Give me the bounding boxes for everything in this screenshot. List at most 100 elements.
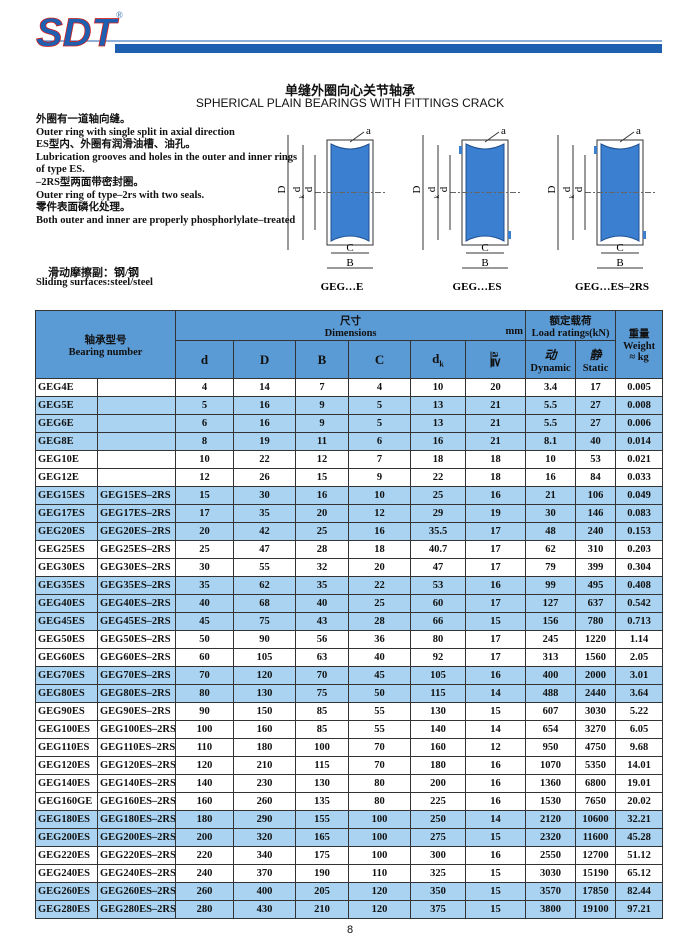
- value-cell: 82.44: [615, 882, 664, 901]
- value-cell: 290: [233, 810, 297, 829]
- value-cell: 28: [295, 540, 350, 559]
- value-cell: 1560: [575, 648, 617, 667]
- table-row: GEG160GE GEG160ES–2RS 160 260 135 80 225 16 1530…: [35, 792, 664, 811]
- value-cell: 140: [410, 720, 467, 739]
- value-cell: 3030: [575, 702, 617, 721]
- table-row: GEG12E 12 26 15 9 22 18 16 84 0.033: [35, 468, 664, 487]
- value-cell: 0.713: [615, 612, 664, 631]
- load-header: 额定载荷 Load ratings(kN): [525, 310, 617, 341]
- value-cell: 180: [410, 756, 467, 775]
- model-cell: GEG200ES–2RS: [96, 828, 177, 847]
- value-cell: 17: [465, 648, 527, 667]
- seal: [459, 146, 462, 154]
- col-d: d: [175, 340, 235, 379]
- model-cell: GEG60ES–2RS: [96, 648, 177, 667]
- col-D: D: [233, 340, 297, 379]
- dim-label-D: D: [546, 185, 558, 193]
- value-cell: 1.14: [615, 630, 664, 649]
- table-row: GEG60ES GEG60ES–2RS 60 105 63 40 92 17 313 1560 2.…: [35, 648, 664, 667]
- value-cell: 15: [465, 612, 527, 631]
- value-cell: 0.008: [615, 396, 664, 415]
- model-cell: GEG6E: [35, 414, 98, 433]
- table-row: GEG240ES GEG240ES–2RS 240 370 190 110 325 15 303…: [35, 864, 664, 883]
- value-cell: 10: [348, 486, 412, 505]
- description-line: Both outer and inner are properly phosph…: [36, 214, 296, 226]
- value-cell: 80: [348, 774, 412, 793]
- value-cell: 240: [575, 522, 617, 541]
- value-cell: 30: [175, 558, 235, 577]
- value-cell: 55: [348, 720, 412, 739]
- value-cell: 1530: [525, 792, 577, 811]
- value-cell: 370: [233, 864, 297, 883]
- value-cell: 127: [525, 594, 577, 613]
- table-row: GEG200ES GEG200ES–2RS 200 320 165 100 275 15 232…: [35, 828, 664, 847]
- value-cell: 50: [348, 684, 412, 703]
- value-cell: 9: [295, 396, 350, 415]
- value-cell: 120: [348, 882, 412, 901]
- seal: [594, 146, 597, 154]
- dim-label-d: d: [438, 186, 450, 192]
- col-C: C: [348, 340, 412, 379]
- value-cell: 3800: [525, 900, 577, 919]
- dynamic-en: Dynamic: [530, 362, 571, 374]
- model-cell: GEG180ES: [35, 810, 98, 829]
- model-cell: GEG240ES: [35, 864, 98, 883]
- value-cell: 105: [410, 666, 467, 685]
- dim-label-D: D: [276, 185, 288, 193]
- value-cell: 30: [233, 486, 297, 505]
- value-cell: 68: [233, 594, 297, 613]
- value-cell: 5.5: [525, 396, 577, 415]
- dk-sub: k: [439, 359, 444, 369]
- value-cell: 16: [348, 522, 412, 541]
- value-cell: 210: [233, 756, 297, 775]
- model-cell: GEG10E: [35, 450, 98, 469]
- model-cell: GEG40ES: [35, 594, 98, 613]
- value-cell: 5: [348, 396, 412, 415]
- bearing-en: Bearing number: [68, 346, 143, 358]
- value-cell: 45: [348, 666, 412, 685]
- value-cell: 35: [233, 504, 297, 523]
- value-cell: 80: [348, 792, 412, 811]
- value-cell: 2320: [525, 828, 577, 847]
- value-cell: 9: [295, 414, 350, 433]
- value-cell: 17: [575, 378, 617, 397]
- value-cell: 375: [410, 900, 467, 919]
- value-cell: 17: [465, 522, 527, 541]
- value-cell: 130: [410, 702, 467, 721]
- value-cell: 3570: [525, 882, 577, 901]
- value-cell: 120: [348, 900, 412, 919]
- table-row: GEG8E 8 19 11 6 16 21 8.1 40 0.014: [35, 432, 664, 451]
- value-cell: 146: [575, 504, 617, 523]
- value-cell: 120: [233, 666, 297, 685]
- value-cell: 200: [175, 828, 235, 847]
- value-cell: 6: [175, 414, 235, 433]
- value-cell: 230: [233, 774, 297, 793]
- model-cell: [96, 414, 177, 433]
- table-row: GEG17ES GEG17ES–2RS 17 35 20 12 29 19 30 146 0.083: [35, 504, 664, 523]
- value-cell: 325: [410, 864, 467, 883]
- dim-label-dk: d: [291, 186, 303, 192]
- description-line: 零件表面磷化处理。: [36, 202, 131, 214]
- value-cell: 275: [410, 828, 467, 847]
- table-row: GEG100ES GEG100ES–2RS 100 160 85 55 140 14 654 32…: [35, 720, 664, 739]
- logo: SDT: [36, 11, 120, 55]
- value-cell: 0.021: [615, 450, 664, 469]
- value-cell: 15: [175, 486, 235, 505]
- value-cell: 190: [295, 864, 350, 883]
- value-cell: 80: [175, 684, 235, 703]
- value-cell: 260: [233, 792, 297, 811]
- dim-label-C: C: [346, 242, 353, 254]
- value-cell: 220: [175, 846, 235, 865]
- value-cell: 1220: [575, 630, 617, 649]
- value-cell: 25: [348, 594, 412, 613]
- value-cell: 205: [295, 882, 350, 901]
- value-cell: 18: [410, 450, 467, 469]
- value-cell: 5350: [575, 756, 617, 775]
- value-cell: 50: [175, 630, 235, 649]
- value-cell: 7: [348, 450, 412, 469]
- model-cell: GEG20ES–2RS: [96, 522, 177, 541]
- value-cell: 53: [410, 576, 467, 595]
- dim-label-C: C: [616, 242, 623, 254]
- value-cell: 260: [175, 882, 235, 901]
- value-cell: 300: [410, 846, 467, 865]
